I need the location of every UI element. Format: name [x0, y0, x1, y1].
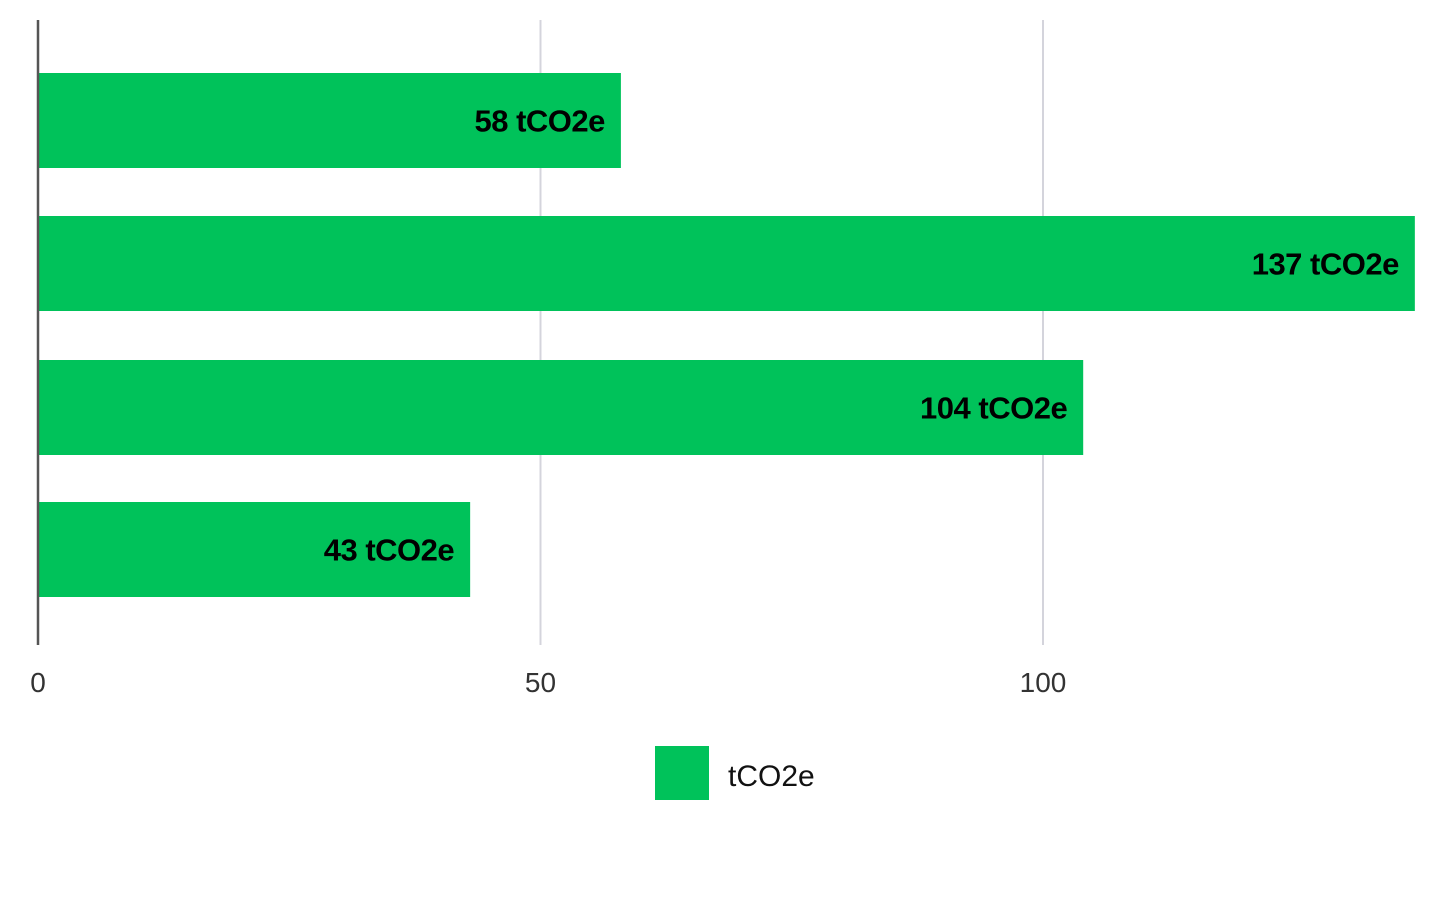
- legend-label: tCO2e: [728, 760, 815, 793]
- legend: tCO2e: [655, 746, 815, 800]
- x-tick-label-0: 0: [30, 667, 46, 698]
- data-label-2: 137 tCO2e: [1252, 247, 1399, 282]
- x-tick-label-100: 100: [1020, 667, 1067, 698]
- bar-1: [38, 73, 621, 168]
- data-label-4: 43 tCO2e: [324, 533, 455, 568]
- bar-2: [38, 216, 1415, 311]
- data-label-3: 104 tCO2e: [920, 391, 1067, 426]
- x-tick-label-50: 50: [525, 667, 556, 698]
- data-label-1: 58 tCO2e: [474, 104, 605, 139]
- bar-3: [38, 360, 1084, 455]
- bars: [38, 73, 1415, 597]
- axes: 0 50 100: [30, 20, 1066, 698]
- bar-4: [38, 502, 471, 597]
- data-labels: 58 tCO2e 137 tCO2e 104 tCO2e 43 tCO2e: [324, 104, 1400, 568]
- legend-swatch: [655, 746, 709, 800]
